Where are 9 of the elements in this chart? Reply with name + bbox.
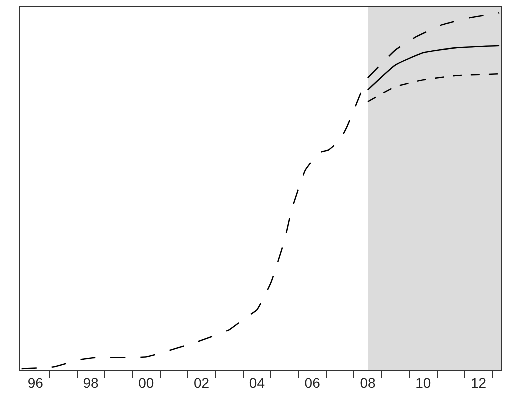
x-tick-label: 10 <box>416 374 432 391</box>
x-tick-label: 04 <box>249 374 266 391</box>
x-tick-label: 02 <box>194 374 210 391</box>
x-tick-label: 96 <box>28 374 44 391</box>
x-tick-label: 08 <box>360 374 376 391</box>
x-tick-label: 12 <box>470 374 487 391</box>
x-tick-label: 06 <box>304 374 321 391</box>
x-tick-label: 98 <box>83 374 99 391</box>
x-tick-label: 00 <box>138 374 154 391</box>
